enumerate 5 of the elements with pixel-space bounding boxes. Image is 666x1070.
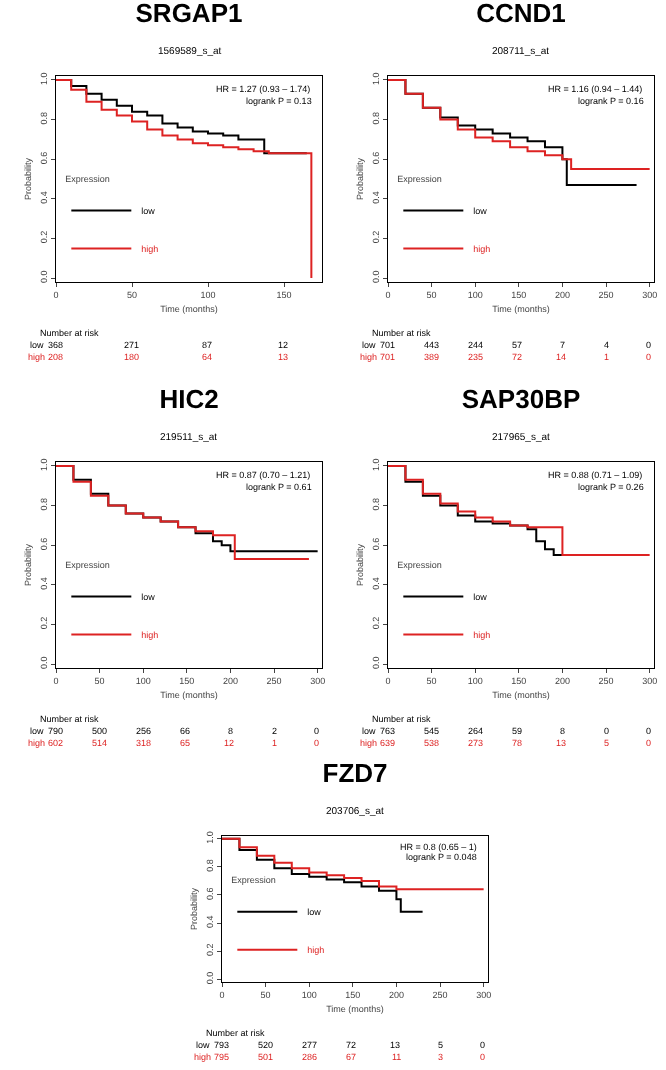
chart-title: FZD7: [322, 758, 388, 789]
chart-title: SAP30BP: [461, 384, 581, 415]
chart-title: CCND1: [476, 0, 566, 29]
chart-title: HIC2: [159, 384, 219, 415]
chart-title: SRGAP1: [135, 0, 243, 29]
